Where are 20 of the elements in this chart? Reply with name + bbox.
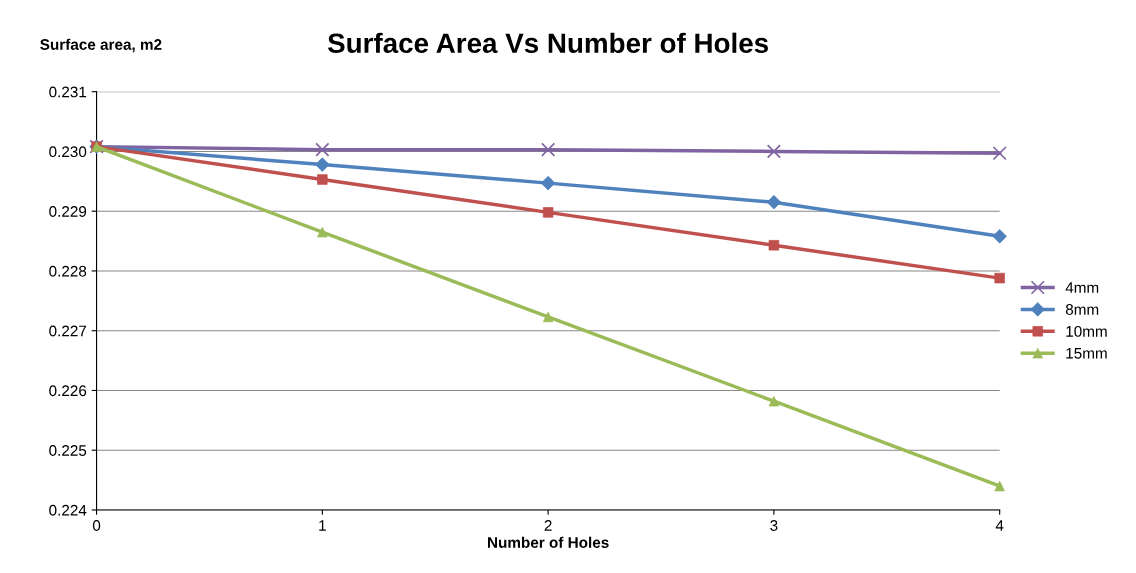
y-tick-label: 0.224 (49, 504, 87, 516)
y-tick-label: 0.230 (49, 146, 87, 158)
y-tick-label: 0.227 (49, 325, 87, 337)
legend-label: 15mm (1066, 348, 1107, 359)
x-tick-label: 4 (995, 520, 1004, 531)
x-tick-label: 0 (92, 520, 101, 531)
chart-title: Surface Area Vs Number of Holes (327, 32, 768, 54)
legend-label: 4mm (1065, 282, 1099, 293)
y-tick-label: 0.231 (49, 86, 87, 98)
legend-label: 10mm (1066, 325, 1107, 337)
y-tick-label: 0.229 (49, 206, 87, 217)
x-tick-label: 3 (770, 520, 778, 531)
legend-label: 8mm (1065, 304, 1099, 315)
x-tick-label: 1 (319, 520, 326, 531)
x-tick-label: 2 (544, 520, 552, 531)
y-tick-label: 0.228 (49, 265, 87, 277)
y-tick-label: 0.225 (49, 445, 87, 456)
x-axis-title: Number of Holes (488, 536, 609, 548)
y-axis-title: Surface area, m2 (40, 38, 162, 53)
y-tick-label: 0.226 (49, 385, 87, 397)
